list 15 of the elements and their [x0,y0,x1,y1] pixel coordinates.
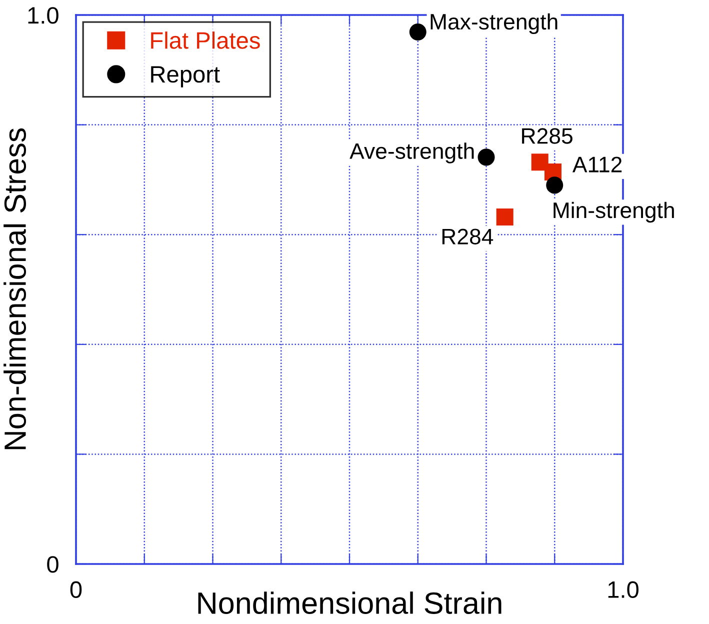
annotation: R285 [522,128,572,144]
point [531,154,548,171]
annotation: Ave-strength [350,142,474,164]
legend-label: Report [151,66,220,88]
point [409,24,426,41]
annotation: Max-strength [430,13,558,34]
annotation: A112 [572,156,622,172]
annotation: R284 [442,228,494,244]
x-axis-title: Nondimensional Strain [198,592,502,614]
point [546,176,564,194]
annotation: Min-strength [554,202,674,223]
point [478,148,495,166]
y-axis-title: Non-dimensional Stress [4,128,26,450]
legend-label: Flat Plates [151,32,260,49]
point [496,208,514,226]
